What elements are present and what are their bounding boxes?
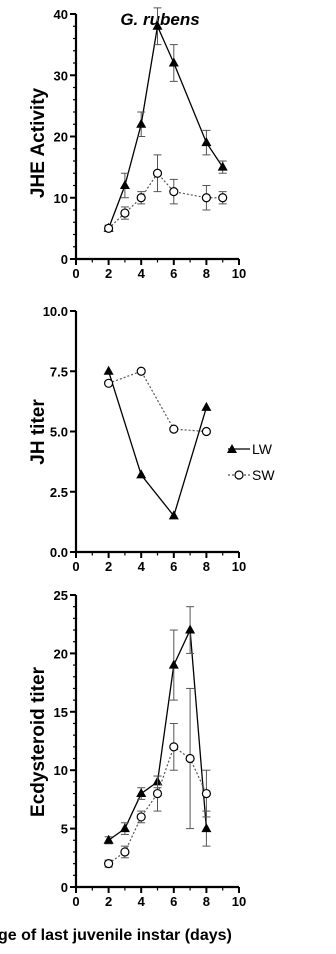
legend: LW SW: [227, 441, 275, 483]
data-point-lw: [136, 469, 147, 479]
data-point-sw: [218, 193, 228, 203]
x-axis-label: ge of last juvenile instar (days): [0, 927, 232, 944]
x-tick-label: 8: [203, 894, 210, 909]
legend-sw-marker: [234, 470, 244, 480]
panel-jh-titer: JH titer 0.0 2.5 5.0 7.5 10.0 0 2 4 6 8 10: [28, 304, 246, 574]
data-point-lw: [168, 57, 179, 67]
data-point-sw: [103, 378, 114, 388]
x-tick-label: 0: [72, 559, 79, 574]
data-point-lw: [201, 401, 212, 411]
y-tick-label: 7.5: [50, 364, 68, 379]
y-tick-label: 0: [61, 252, 68, 267]
data-point-sw: [136, 193, 146, 203]
data-point-lw: [119, 823, 130, 833]
y-tick-label: 25: [54, 588, 68, 603]
y-tick-label: 20: [54, 130, 68, 145]
data-point-sw: [169, 742, 179, 752]
x-tick-label: 2: [105, 894, 112, 909]
y-tick-label: 15: [54, 705, 68, 720]
y-tick-label: 10: [54, 763, 68, 778]
data-point-lw: [136, 788, 147, 798]
x-tick-label: 4: [138, 894, 146, 909]
x-tick-label: 6: [170, 266, 177, 281]
x-tick-label: 4: [138, 266, 146, 281]
panel-title: G. rubens: [120, 10, 199, 29]
data-point-lw: [201, 137, 212, 147]
panel-jhe-activity: G. rubens JHE Activity 0 10 20 30 40 0 2 4 6 8 10: [28, 7, 246, 281]
data-point-lw: [217, 161, 228, 171]
x-tick-label: 0: [72, 266, 79, 281]
data-point-lw: [136, 118, 147, 128]
data-point-sw: [136, 812, 146, 822]
legend-lw-label: LW: [252, 441, 273, 457]
legend-lw-marker: [227, 444, 237, 453]
data-point-sw: [201, 426, 211, 437]
series-line-sw: [108, 370, 207, 433]
data-point-lw: [119, 180, 130, 189]
data-point-sw: [169, 424, 179, 434]
data-point-sw: [103, 859, 114, 869]
data-point-sw: [103, 223, 114, 233]
y-axis-label-jhe: JHE Activity: [28, 87, 49, 198]
data-point-sw: [201, 193, 211, 203]
y-tick-label: 2.5: [50, 485, 68, 500]
data-point-sw: [201, 788, 211, 799]
legend-sw-label: SW: [252, 467, 275, 483]
panel-ecdysteroid-titer: Ecdysteroid titer 0 5 10 15 20 25 0 2 4 6 8 10: [28, 588, 246, 909]
data-point-sw: [185, 753, 195, 764]
data-point-lw: [185, 624, 196, 634]
data-point-lw: [168, 510, 179, 520]
data-point-lw: [152, 20, 163, 30]
x-tick-label: 10: [232, 266, 246, 281]
data-point-sw: [136, 366, 146, 376]
x-tick-label: 8: [203, 266, 210, 281]
y-tick-label: 20: [54, 646, 68, 661]
data-point-lw: [103, 365, 114, 375]
x-tick-label: 10: [232, 559, 246, 574]
y-tick-label: 40: [54, 7, 68, 22]
y-tick-label: 5.0: [50, 425, 68, 440]
data-point-lw: [103, 834, 114, 844]
x-tick-label: 0: [72, 894, 79, 909]
y-axis-label-jh: JH titer: [28, 399, 49, 465]
x-tick-label: 6: [170, 559, 177, 574]
data-point-sw: [152, 168, 163, 178]
data-point-lw: [201, 823, 212, 833]
y-tick-label: 5: [61, 822, 68, 837]
y-tick-label: 30: [54, 68, 68, 83]
x-tick-label: 4: [138, 559, 146, 574]
series-line-lw: [107, 371, 208, 518]
data-point-sw: [152, 788, 163, 799]
y-tick-label: 0: [61, 880, 68, 895]
y-axis-label-ecdysteroid: Ecdysteroid titer: [28, 666, 49, 817]
y-tick-label: 10: [54, 191, 68, 206]
y-tick-label: 0.0: [50, 545, 68, 560]
data-point-sw: [120, 208, 130, 218]
y-tick-label: 10.0: [43, 304, 68, 319]
x-tick-label: 8: [203, 559, 210, 574]
x-tick-label: 2: [105, 266, 112, 281]
data-point-lw: [168, 659, 179, 669]
x-tick-label: 6: [170, 894, 177, 909]
data-point-sw: [169, 187, 179, 197]
data-point-sw: [120, 847, 130, 857]
x-tick-label: 2: [105, 559, 112, 574]
x-tick-label: 10: [232, 894, 246, 909]
